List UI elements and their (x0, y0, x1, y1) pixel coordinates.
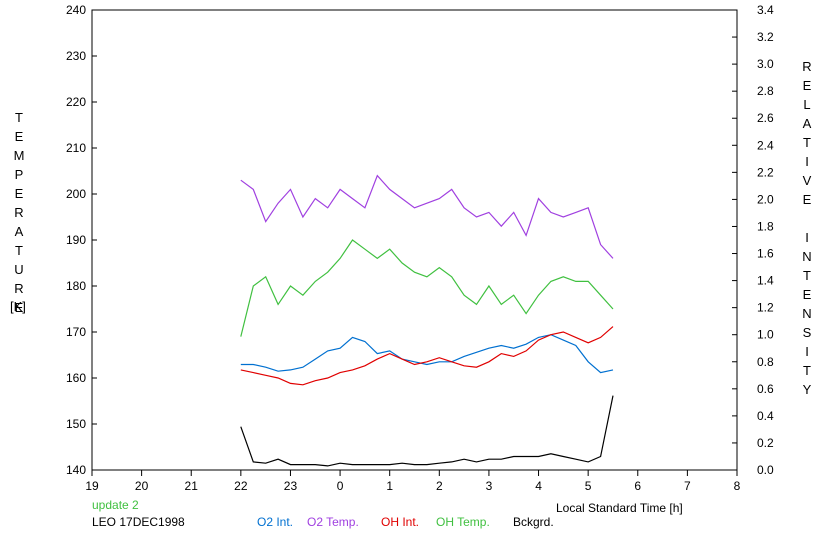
right-tick-label: 1.6 (757, 247, 774, 261)
legend-entry: OH Int. (381, 515, 420, 529)
left-tick-label: 230 (66, 49, 86, 63)
series-line-1 (240, 174, 614, 259)
left-tick-label: 170 (66, 325, 86, 339)
legend-entry: O2 Int. (257, 515, 294, 529)
left-tick-label: 150 (66, 417, 86, 431)
x-tick-label: 23 (284, 479, 298, 493)
left-tick-label: 190 (66, 233, 86, 247)
left-tick-label: 160 (66, 371, 86, 385)
x-tick-label: 19 (85, 479, 99, 493)
left-axis-unit: [K] (10, 299, 26, 314)
right-tick-label: 2.6 (757, 111, 774, 125)
right-tick-label: 2.4 (757, 138, 774, 152)
axes (91, 9, 738, 476)
station-date-label: LEO 17DEC1998 (92, 515, 185, 529)
series-line-2 (240, 326, 614, 386)
update-label: update 2 (92, 498, 139, 512)
x-axis-label: Local Standard Time [h] (556, 501, 683, 515)
left-tick-label: 240 (66, 3, 86, 17)
x-tick-label: 8 (734, 479, 741, 493)
right-tick-label: 3.0 (757, 57, 774, 71)
right-tick-label: 0.0 (757, 463, 774, 477)
left-tick-label: 180 (66, 279, 86, 293)
right-tick-label: 1.8 (757, 219, 774, 233)
x-tick-label: 3 (486, 479, 493, 493)
x-tick-label: 21 (185, 479, 199, 493)
right-tick-label: 2.2 (757, 165, 774, 179)
left-tick-label: 140 (66, 463, 86, 477)
right-axis-label: R E L A T I V E I N T E N S I T Y (802, 59, 812, 397)
right-tick-label: 0.8 (757, 355, 774, 369)
x-tick-label: 1 (386, 479, 393, 493)
right-tick-label: 2.0 (757, 192, 774, 206)
right-tick-label: 0.6 (757, 382, 774, 396)
legend-entry: OH Temp. (436, 515, 490, 529)
plot-frame (91, 9, 738, 471)
left-tick-label: 200 (66, 187, 86, 201)
right-tick-label: 1.0 (757, 328, 774, 342)
right-tick-label: 0.4 (757, 409, 774, 423)
tick-labels: 1401501601701801902002102202302400.00.20… (66, 3, 774, 493)
x-tick-label: 4 (535, 479, 542, 493)
x-tick-label: 0 (337, 479, 344, 493)
x-tick-label: 22 (234, 479, 248, 493)
series-line-0 (240, 334, 614, 374)
right-tick-label: 2.8 (757, 84, 774, 98)
legend-entry: O2 Temp. (307, 515, 359, 529)
right-tick-label: 0.2 (757, 436, 774, 450)
series-line-4 (240, 395, 614, 467)
right-tick-label: 1.2 (757, 301, 774, 315)
right-tick-label: 1.4 (757, 274, 774, 288)
x-tick-label: 20 (135, 479, 149, 493)
x-tick-label: 7 (684, 479, 691, 493)
right-tick-label: 3.2 (757, 30, 774, 44)
right-tick-label: 3.4 (757, 3, 774, 17)
x-tick-label: 5 (585, 479, 592, 493)
left-tick-label: 210 (66, 141, 86, 155)
series-lines (240, 174, 614, 467)
x-tick-label: 2 (436, 479, 443, 493)
left-tick-label: 220 (66, 95, 86, 109)
legend-entry: Bckgrd. (513, 515, 554, 529)
x-tick-label: 6 (634, 479, 641, 493)
series-line-3 (240, 239, 614, 337)
left-axis-label: T E M P E R A T U R E (13, 110, 25, 315)
